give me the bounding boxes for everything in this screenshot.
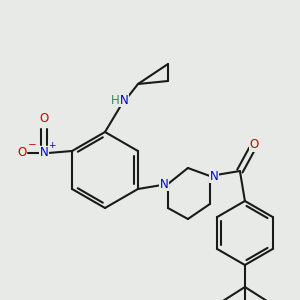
Text: −: − bbox=[28, 140, 37, 150]
Text: H: H bbox=[111, 94, 119, 106]
Text: N: N bbox=[209, 169, 218, 182]
Text: +: + bbox=[48, 140, 56, 149]
Text: O: O bbox=[17, 146, 27, 160]
Text: N: N bbox=[160, 178, 168, 190]
Text: N: N bbox=[40, 146, 49, 160]
Text: O: O bbox=[40, 112, 49, 125]
Text: N: N bbox=[120, 94, 128, 106]
Text: O: O bbox=[249, 139, 259, 152]
